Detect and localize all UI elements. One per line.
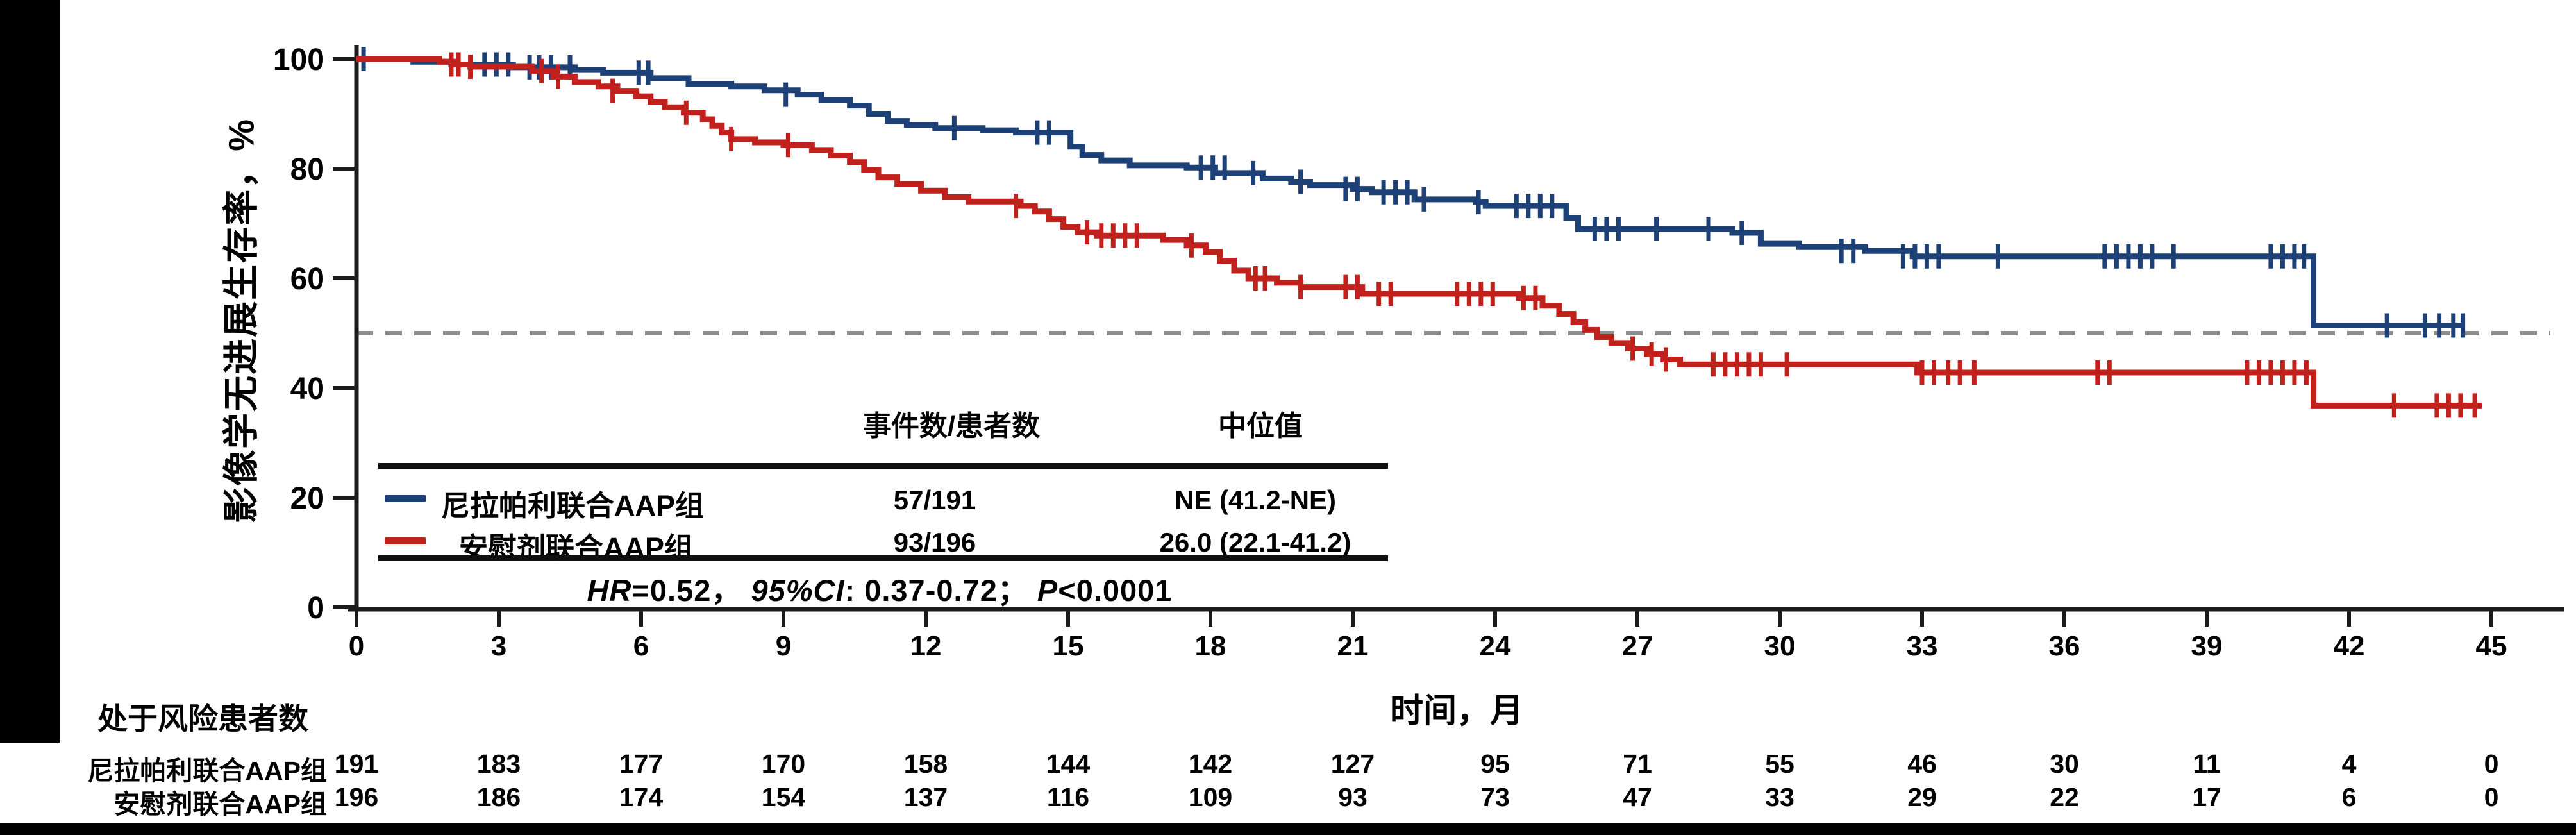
x-tick-label: 36 <box>2049 630 2080 662</box>
risk-count: 144 <box>1046 749 1091 779</box>
y-tick-label: 60 <box>290 262 324 296</box>
risk-count: 196 <box>334 782 379 812</box>
risk-count: 47 <box>1623 782 1652 812</box>
y-tick-label: 0 <box>307 591 324 625</box>
risk-count: 0 <box>2484 782 2499 812</box>
risk-count: 174 <box>619 782 664 812</box>
risk-count: 17 <box>2192 782 2221 812</box>
niraparib-median-value: NE (41.2-NE) <box>1174 485 1337 515</box>
risk-count: 29 <box>1907 782 1937 812</box>
x-tick-label: 6 <box>633 630 649 662</box>
y-tick-label: 20 <box>290 482 324 516</box>
table-rule-top <box>378 463 1388 469</box>
niraparib-legend-dash <box>385 495 426 502</box>
risk-row-placebo-label: 安慰剂联合AAP组 <box>113 789 327 819</box>
risk-row-placebo-counts: 196 186 174 154 137 116 109 93 73 47 33 29 22 17 6 0 <box>0 782 2576 814</box>
risk-count: 154 <box>761 782 806 812</box>
x-tick-label: 30 <box>1764 630 1796 662</box>
y-axis-title: 影像学无进展生存率，% <box>221 118 262 523</box>
niraparib-legend-label: 尼拉帕利联合AAP组 <box>441 489 705 522</box>
risk-count: 95 <box>1480 749 1510 779</box>
risk-count: 142 <box>1188 749 1233 779</box>
risk-count: 109 <box>1188 782 1233 812</box>
placebo-events-value: 93/196 <box>893 527 976 557</box>
y-tick-label: 100 <box>273 43 324 77</box>
x-tick-label: 12 <box>910 630 942 662</box>
risk-count: 183 <box>476 749 521 779</box>
x-tick-label: 27 <box>1622 630 1653 662</box>
x-tick-label: 45 <box>2476 630 2507 662</box>
x-tick-label: 18 <box>1195 630 1226 662</box>
risk-count: 137 <box>903 782 948 812</box>
risk-count: 33 <box>1765 782 1794 812</box>
risk-count: 177 <box>619 749 664 779</box>
risk-count: 0 <box>2484 749 2499 779</box>
y-tick-label: 40 <box>290 372 324 406</box>
hr-value: =0.52， <box>631 573 742 607</box>
risk-count: 191 <box>334 749 379 779</box>
risk-count: 46 <box>1907 749 1937 779</box>
x-tick-label: 24 <box>1480 630 1511 662</box>
risk-count: 11 <box>2193 749 2221 779</box>
x-tick-label: 0 <box>349 630 364 662</box>
risk-count: 30 <box>2050 749 2079 779</box>
stats-col-events-header: 事件数/患者数 <box>862 410 1041 442</box>
x-axis-title: 时间，月 <box>1389 693 1524 730</box>
risk-count: 22 <box>2050 782 2079 812</box>
x-tick-label: 15 <box>1053 630 1084 662</box>
risk-row-niraparib-counts: 191 183 177 170 158 144 142 127 95 71 55 46 30 11 4 0 <box>0 749 2576 781</box>
niraparib-events-value: 57/191 <box>893 485 976 515</box>
x-tick-label: 21 <box>1337 630 1369 662</box>
risk-count: 73 <box>1480 782 1510 812</box>
risk-row-niraparib-label: 尼拉帕利联合AAP组 <box>87 756 327 786</box>
x-tick-label: 39 <box>2191 630 2223 662</box>
x-tick-label: 42 <box>2334 630 2365 662</box>
stats-col-median-header: 中位值 <box>1218 410 1303 442</box>
y-tick-label: 80 <box>290 153 324 187</box>
p-label: P <box>1037 573 1058 607</box>
risk-count: 55 <box>1765 749 1794 779</box>
table-rule-bottom <box>378 555 1388 561</box>
risk-count: 186 <box>476 782 521 812</box>
risk-count: 170 <box>761 749 806 779</box>
risk-count: 127 <box>1330 749 1375 779</box>
hr-statistics-line: HR=0.52， 95%CI: 0.37-0.72； P<0.0001 <box>587 566 1173 610</box>
bottom-black-bar <box>0 823 2576 835</box>
left-black-bar <box>0 0 60 743</box>
risk-table-title: 处于风险患者数 <box>97 702 308 736</box>
risk-count: 4 <box>2341 749 2357 779</box>
x-tick-label: 33 <box>1907 630 1938 662</box>
risk-count: 93 <box>1338 782 1367 812</box>
risk-count: 158 <box>903 749 948 779</box>
risk-count: 71 <box>1623 749 1652 779</box>
x-tick-label: 9 <box>776 630 791 662</box>
x-tick-label: 3 <box>491 630 506 662</box>
placebo-legend-dash <box>385 537 426 544</box>
risk-count: 116 <box>1046 782 1090 812</box>
ci-value: : 0.37-0.72； <box>844 573 1028 607</box>
placebo-median-value: 26.0 (22.1-41.2) <box>1159 527 1351 557</box>
p-value: <0.0001 <box>1058 573 1173 607</box>
hr-label: HR <box>587 573 632 607</box>
niraparib-survival-curve <box>356 56 2463 329</box>
ci-label: 95%CI <box>751 573 845 607</box>
risk-count: 6 <box>2341 782 2357 812</box>
placebo-survival-curve <box>356 56 2482 409</box>
